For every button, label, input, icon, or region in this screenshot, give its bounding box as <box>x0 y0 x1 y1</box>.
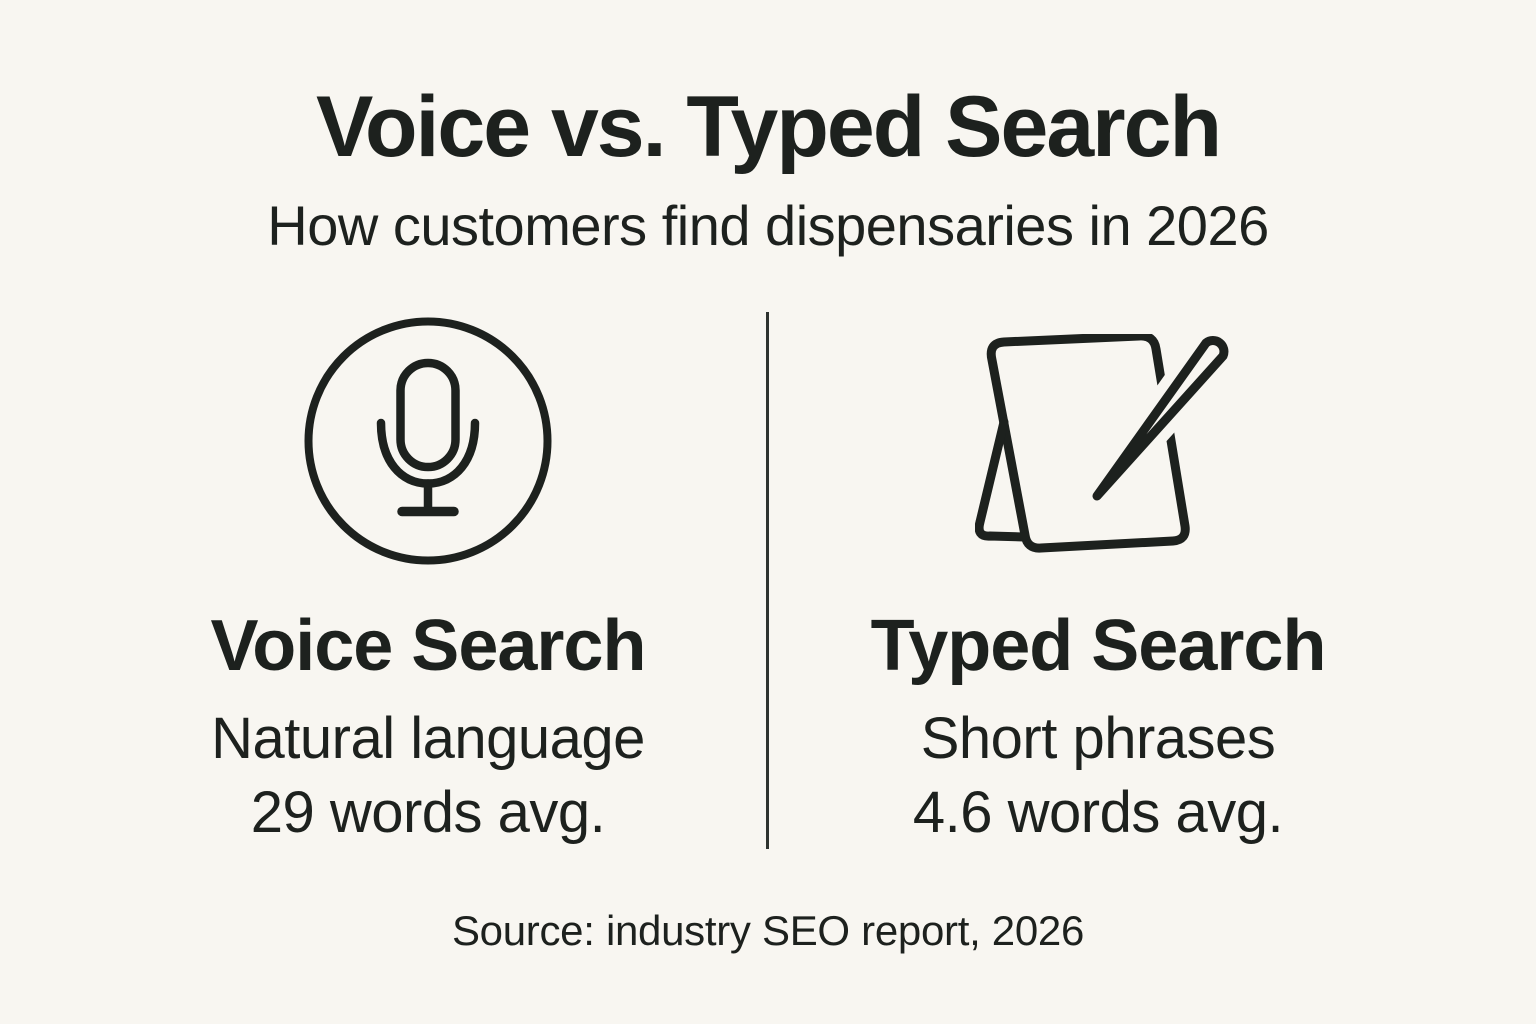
source-attribution: Source: industry SEO report, 2026 <box>451 907 1085 954</box>
typed-search-details: Short phrases 4.6 words avg. <box>770 702 1426 850</box>
voice-search-description: Natural language <box>211 706 645 771</box>
typed-search-heading: Typed Search <box>870 606 1327 686</box>
pen-and-tablet-icon <box>974 334 1239 553</box>
voice-search-details: Natural language 29 words avg. <box>100 702 756 850</box>
column-divider-line <box>766 312 769 849</box>
voice-search-stat: 29 words avg. <box>250 780 606 846</box>
typed-search-column: Typed Search Short phrases 4.6 words avg… <box>770 308 1426 850</box>
microphone-icon <box>304 317 552 565</box>
typed-search-description: Short phrases <box>920 706 1276 771</box>
page-title: Voice vs. Typed Search <box>315 79 1222 175</box>
typed-icon-wrap <box>770 308 1426 574</box>
voice-icon-wrap <box>100 308 756 574</box>
voice-search-heading: Voice Search <box>210 606 647 686</box>
typed-search-stat: 4.6 words avg. <box>912 780 1284 846</box>
page-subtitle: How customers find dispensaries in 2026 <box>267 194 1269 257</box>
voice-search-column: Voice Search Natural language 29 words a… <box>100 308 756 850</box>
